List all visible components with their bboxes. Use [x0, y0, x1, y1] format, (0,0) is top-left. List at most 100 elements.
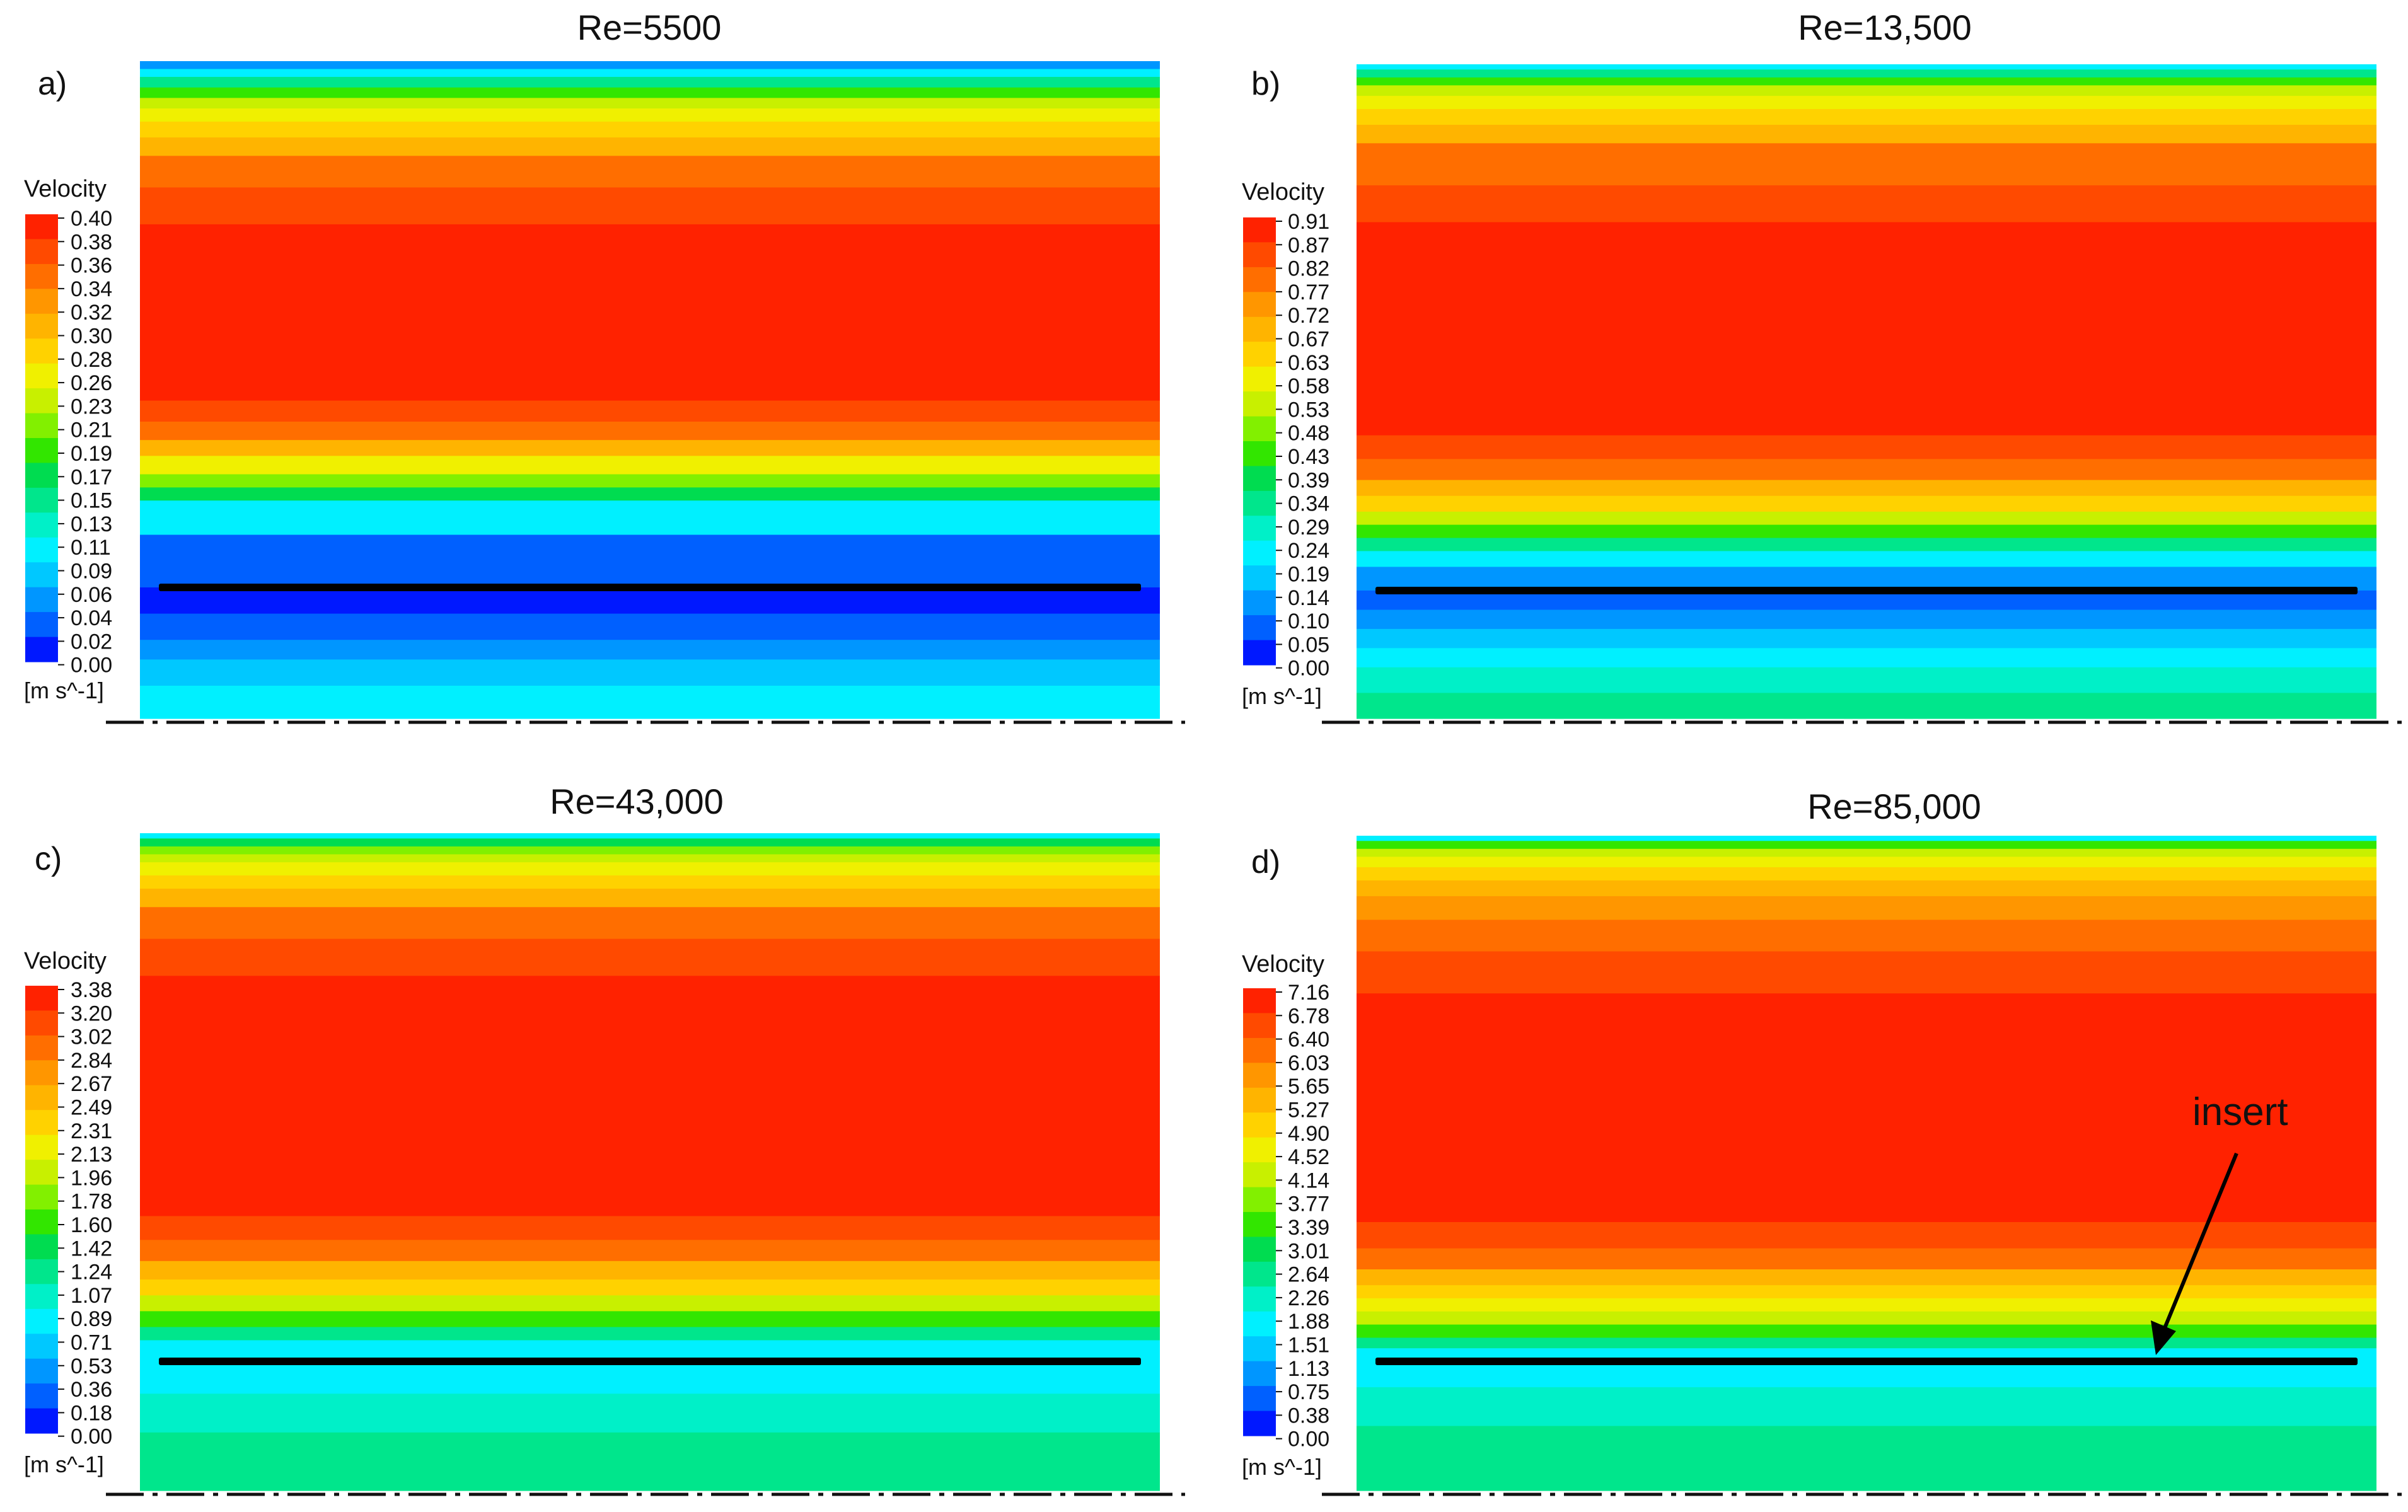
contour-band [140, 1216, 1160, 1240]
colorbar-tick-label: 0.10 [1288, 609, 1329, 633]
contour-band [1357, 480, 2376, 497]
contour-band [1357, 648, 2376, 668]
contour-band [1357, 609, 2376, 630]
colorbar-tick-label: 1.51 [1288, 1334, 1329, 1358]
colorbar-segment [1243, 366, 1276, 392]
colorbar-tick-label: 0.36 [71, 1378, 112, 1402]
contour-band [140, 1394, 1160, 1433]
colorbar-tick-label: 1.60 [71, 1213, 112, 1237]
colorbar-tick-label: 0.48 [1288, 422, 1329, 446]
colorbar-tick-label: 2.64 [1288, 1263, 1329, 1287]
contour-band [1357, 920, 2376, 952]
contour-band [140, 854, 1160, 863]
panel-d-legend-colorbar [1243, 988, 1282, 1440]
colorbar-tick-label: 0.00 [71, 1425, 112, 1449]
colorbar-tick-label: 0.29 [1288, 516, 1329, 540]
contour-band [1357, 64, 2376, 70]
colorbar-segment [1243, 1162, 1276, 1188]
colorbar-tick-label: 0.91 [1288, 210, 1329, 234]
contour-band [1357, 1324, 2376, 1338]
contour-band [140, 976, 1160, 1217]
panel-b-legend-title: Velocity [1242, 179, 1324, 205]
panel-c-insert-plate [159, 1358, 1141, 1365]
colorbar-segment [25, 214, 58, 239]
contour-band [140, 1279, 1160, 1296]
colorbar-tick-label: 2.67 [71, 1072, 112, 1096]
colorbar-tick-label: 1.24 [71, 1261, 112, 1284]
panel-c: Re=43,000 c) Velocity [m s^-1] 3.383.203… [24, 782, 1185, 1496]
contour-band [140, 474, 1160, 488]
colorbar-segment [1243, 1063, 1276, 1088]
panel-c-contour-field [140, 833, 1160, 1491]
panel-c-legend-colorbar [25, 986, 64, 1437]
contour-band [140, 686, 1160, 719]
panel-b-title: Re=13,500 [1798, 8, 1972, 47]
contour-band [1357, 1285, 2376, 1299]
colorbar-tick-label: 5.65 [1288, 1075, 1329, 1099]
panel-c-letter: c) [35, 841, 62, 877]
colorbar-tick-label: 0.11 [71, 536, 111, 560]
colorbar-tick-label: 0.43 [1288, 445, 1329, 469]
colorbar-tick-label: 0.75 [1288, 1380, 1329, 1404]
colorbar-tick-label: 0.00 [1288, 657, 1329, 681]
contour-band [140, 1295, 1160, 1312]
contour-band [1357, 96, 2376, 110]
contour-band [1357, 1361, 2376, 1388]
colorbar-segment [25, 338, 58, 364]
colorbar-segment [1243, 292, 1276, 318]
colorbar-tick-label: 7.16 [1288, 981, 1329, 1005]
colorbar-segment [1243, 1087, 1276, 1113]
contour-band [140, 500, 1160, 536]
colorbar-tick-label: 0.89 [71, 1307, 112, 1331]
colorbar-tick-label: 0.19 [71, 442, 112, 466]
panel-a-insert-plate [159, 584, 1141, 591]
panel-a-title: Re=5500 [577, 8, 722, 47]
contour-band [140, 122, 1160, 138]
contour-band [140, 1327, 1160, 1341]
insert-plate-bar [1375, 587, 2358, 594]
contour-band [1357, 435, 2376, 459]
colorbar-segment [25, 1110, 58, 1136]
colorbar-tick-label: 3.01 [1288, 1239, 1329, 1263]
colorbar-segment [1243, 1311, 1276, 1337]
contour-band [140, 938, 1160, 976]
colorbar-tick-label: 0.15 [71, 489, 112, 513]
colorbar-tick-label: 0.34 [71, 277, 112, 301]
contour-band [1357, 125, 2376, 144]
colorbar-segment [25, 1085, 58, 1111]
colorbar-tick-label: 1.42 [71, 1237, 112, 1261]
colorbar-tick-label: 0.67 [1288, 328, 1329, 352]
colorbar-tick-label: 2.13 [71, 1143, 112, 1167]
colorbar-tick-label: 0.32 [71, 301, 112, 325]
contour-band [140, 456, 1160, 475]
contour-band [1357, 551, 2376, 567]
colorbar-segment [1243, 1336, 1276, 1362]
panel-d-contour-field [1357, 836, 2376, 1491]
colorbar-segment [1243, 590, 1276, 616]
colorbar-tick-label: 4.14 [1288, 1169, 1329, 1192]
colorbar-segment [25, 1010, 58, 1036]
colorbar-tick-label: 3.38 [71, 978, 112, 1002]
colorbar-segment [25, 413, 58, 439]
colorbar-tick-label: 0.36 [71, 254, 112, 278]
contour-band [1357, 667, 2376, 693]
contour-band [1357, 538, 2376, 551]
contour-band [140, 108, 1160, 122]
colorbar-segment [25, 1259, 58, 1284]
colorbar-segment [1243, 217, 1276, 243]
panel-a-legend-colorbar [25, 214, 64, 666]
contour-band [140, 187, 1160, 225]
contour-band [1357, 524, 2376, 539]
contour-band [1357, 836, 2376, 841]
contour-band [1357, 896, 2376, 920]
contour-band [140, 69, 1160, 78]
colorbar-segment [1243, 267, 1276, 292]
contour-band [140, 1432, 1160, 1491]
panel-d-title: Re=85,000 [1807, 787, 1981, 826]
colorbar-segment [25, 1134, 58, 1160]
colorbar-segment [1243, 466, 1276, 492]
colorbar-tick-label: 1.96 [71, 1166, 112, 1190]
colorbar-tick-label: 0.34 [1288, 492, 1329, 516]
colorbar-tick-label: 3.39 [1288, 1216, 1329, 1240]
